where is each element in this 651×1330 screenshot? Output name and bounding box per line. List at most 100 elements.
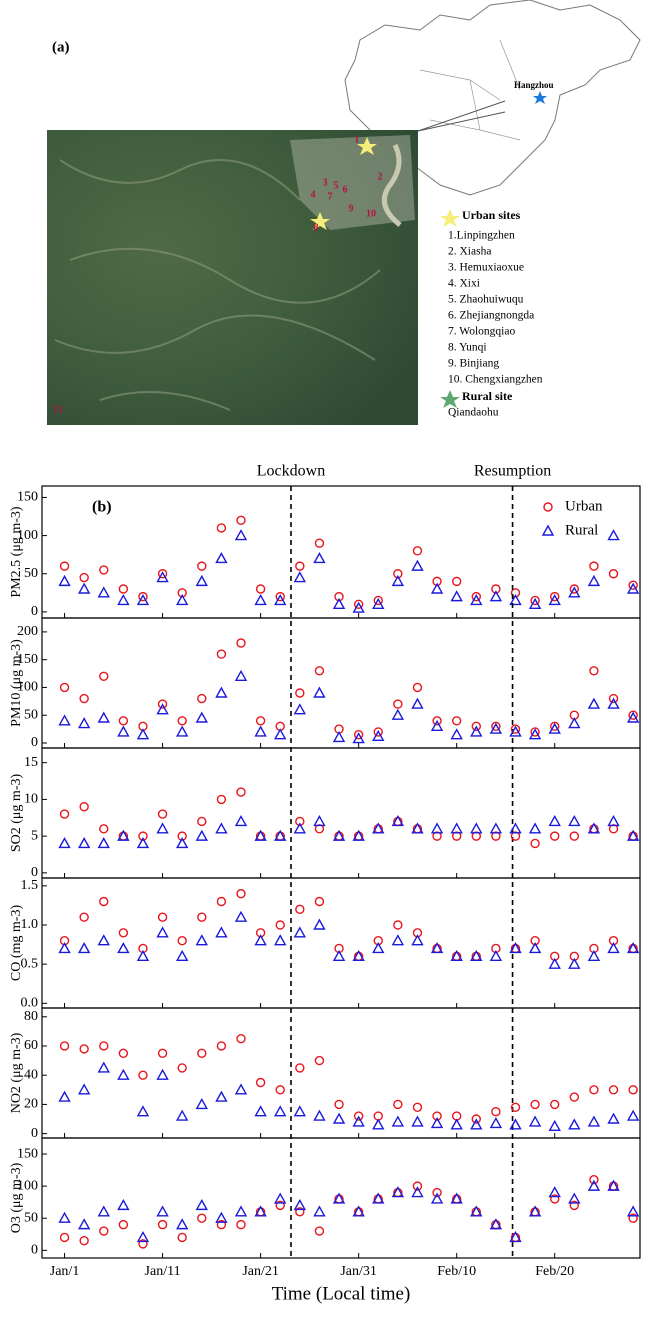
urban-point bbox=[177, 716, 187, 726]
site-number: 8 bbox=[314, 222, 319, 233]
urban-point bbox=[491, 1107, 501, 1117]
rural-point bbox=[77, 582, 91, 594]
urban-point bbox=[157, 1048, 168, 1058]
urban-point bbox=[295, 1063, 305, 1073]
urban-point bbox=[216, 1219, 227, 1230]
site-number: 9 bbox=[349, 203, 354, 214]
urban-point bbox=[79, 1235, 89, 1246]
rural-point bbox=[450, 1192, 463, 1204]
rural-point bbox=[626, 1109, 640, 1121]
y-tick-label: 0.5 bbox=[21, 956, 39, 971]
urban-point bbox=[608, 569, 619, 579]
rural-point bbox=[509, 594, 522, 606]
rural-point bbox=[313, 815, 326, 827]
urban-point bbox=[491, 721, 501, 732]
rural-point bbox=[274, 829, 287, 841]
rural-point bbox=[175, 725, 189, 737]
rural-point bbox=[313, 686, 326, 698]
rural-point bbox=[470, 1118, 483, 1130]
urban-point bbox=[550, 1099, 560, 1110]
rural-point bbox=[97, 1205, 110, 1217]
site-name: 1.Linpingzhen bbox=[448, 230, 515, 242]
rural-point bbox=[470, 822, 483, 834]
urban-point bbox=[530, 838, 540, 849]
x-tick-label: Jan/31 bbox=[340, 1264, 377, 1279]
rural-point bbox=[411, 1115, 424, 1127]
rural-point bbox=[332, 731, 346, 743]
urban-point bbox=[432, 1187, 442, 1198]
rural-point bbox=[136, 837, 150, 849]
rural-point bbox=[175, 949, 189, 962]
rural-point bbox=[411, 559, 424, 571]
urban-point bbox=[530, 1099, 540, 1110]
y-tick-label: 150 bbox=[17, 652, 38, 667]
site-name: 4. Xixi bbox=[448, 278, 480, 290]
rural-point bbox=[58, 1211, 71, 1223]
rural-point bbox=[215, 552, 228, 564]
rural-point bbox=[332, 1112, 346, 1124]
rural-point bbox=[97, 934, 110, 946]
urban-point bbox=[550, 721, 560, 732]
rural-point bbox=[195, 1198, 208, 1211]
rural-point bbox=[156, 822, 169, 834]
rural-point bbox=[175, 1109, 189, 1121]
rural-point bbox=[470, 594, 483, 606]
rural-point bbox=[568, 815, 581, 827]
urban-point bbox=[353, 1111, 364, 1121]
y-tick-label: 0 bbox=[31, 1126, 38, 1141]
rural-point bbox=[293, 703, 307, 715]
rural-point bbox=[587, 574, 601, 587]
rural-point bbox=[58, 837, 71, 849]
legend-label: Rural bbox=[565, 522, 598, 538]
y-tick-label: 150 bbox=[17, 1146, 38, 1161]
rural-point bbox=[587, 822, 601, 834]
urban-point bbox=[628, 1085, 638, 1095]
y-tick-label: 0 bbox=[31, 1243, 38, 1258]
rural-point bbox=[274, 1105, 287, 1117]
rural-point bbox=[156, 571, 169, 583]
rural-point bbox=[391, 1186, 405, 1198]
urban-point bbox=[451, 576, 462, 587]
rural-point bbox=[372, 597, 385, 609]
urban-point bbox=[314, 896, 325, 907]
urban-point bbox=[314, 1055, 325, 1066]
rural-point bbox=[234, 1083, 248, 1095]
panel-frame bbox=[41, 1137, 641, 1259]
urban-point bbox=[99, 671, 109, 682]
urban-point bbox=[79, 693, 89, 704]
rural-point bbox=[430, 719, 444, 732]
urban-point bbox=[314, 1226, 325, 1236]
urban-point bbox=[353, 729, 364, 740]
site-name: 3. Hemuxiaoxue bbox=[448, 262, 524, 274]
rural-point bbox=[156, 1205, 169, 1217]
site-number: 6 bbox=[343, 184, 348, 195]
rural-point bbox=[58, 574, 71, 587]
rural-point bbox=[293, 1105, 307, 1117]
urban-point bbox=[510, 1102, 521, 1113]
panel-frame bbox=[41, 747, 641, 879]
urban-point bbox=[59, 1041, 70, 1051]
y-tick-label: 100 bbox=[17, 528, 38, 543]
urban-point bbox=[353, 599, 364, 609]
rural-point bbox=[234, 815, 248, 827]
urban-point bbox=[157, 912, 168, 922]
rural-point bbox=[195, 829, 208, 841]
rural-point bbox=[411, 934, 424, 946]
rural-point bbox=[352, 1115, 365, 1127]
rural-point bbox=[626, 711, 640, 723]
rural-point bbox=[77, 942, 91, 954]
urban-point bbox=[432, 716, 442, 726]
legend-title: Rural site bbox=[462, 389, 513, 403]
site-name: 5. Zhaohuiwuqu bbox=[448, 294, 524, 306]
rural-point bbox=[587, 697, 601, 709]
urban-point bbox=[157, 569, 168, 579]
urban-point bbox=[334, 1099, 344, 1110]
rural-point bbox=[509, 1118, 522, 1130]
rural-point bbox=[548, 815, 561, 827]
urban-point bbox=[550, 831, 560, 841]
rural-point bbox=[489, 722, 503, 734]
rural-point bbox=[391, 815, 405, 827]
rural-point bbox=[215, 1211, 228, 1223]
rural-point bbox=[489, 1116, 503, 1129]
rural-point bbox=[528, 597, 542, 609]
